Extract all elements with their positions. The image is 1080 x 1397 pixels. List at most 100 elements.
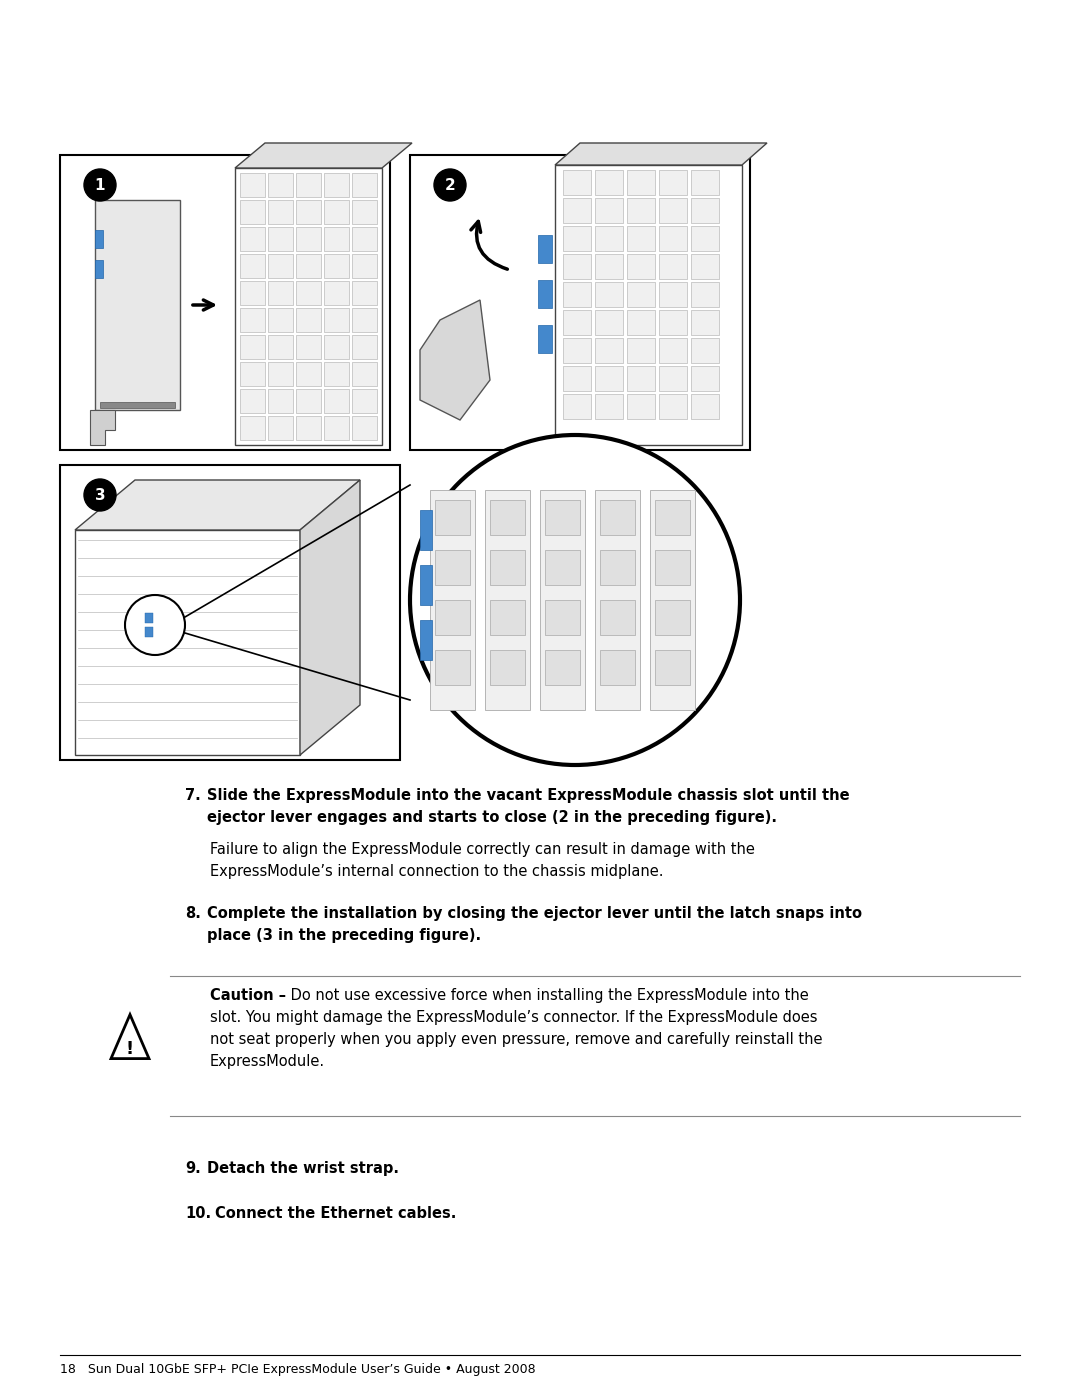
Bar xyxy=(60,155,390,450)
Text: 1: 1 xyxy=(95,177,105,193)
Bar xyxy=(627,282,654,307)
Bar xyxy=(563,226,591,251)
Bar xyxy=(75,529,300,754)
Bar xyxy=(240,307,265,332)
Bar xyxy=(595,170,623,196)
Bar xyxy=(296,362,321,386)
Text: 8.: 8. xyxy=(185,907,201,921)
Polygon shape xyxy=(75,481,360,529)
Bar xyxy=(352,307,377,332)
Bar xyxy=(595,394,623,419)
Bar xyxy=(563,338,591,363)
Polygon shape xyxy=(90,409,114,446)
Bar xyxy=(268,254,293,278)
Bar xyxy=(490,500,525,535)
Bar xyxy=(691,394,719,419)
Bar xyxy=(595,198,623,224)
Bar xyxy=(659,366,687,391)
Bar xyxy=(595,282,623,307)
Bar xyxy=(563,366,591,391)
Bar xyxy=(595,338,623,363)
Bar xyxy=(268,335,293,359)
Bar xyxy=(296,200,321,224)
Bar xyxy=(145,613,153,623)
Bar xyxy=(296,254,321,278)
Bar xyxy=(268,173,293,197)
Bar xyxy=(240,226,265,251)
Bar xyxy=(627,366,654,391)
Bar xyxy=(545,550,580,585)
Bar xyxy=(430,490,475,710)
Bar xyxy=(691,170,719,196)
Bar xyxy=(352,416,377,440)
Bar xyxy=(659,394,687,419)
Bar xyxy=(324,335,349,359)
Bar xyxy=(324,173,349,197)
Bar xyxy=(627,310,654,335)
Text: Connect the Ethernet cables.: Connect the Ethernet cables. xyxy=(215,1206,457,1221)
Bar xyxy=(691,282,719,307)
Bar xyxy=(352,281,377,305)
Bar xyxy=(595,490,640,710)
Bar xyxy=(324,307,349,332)
Bar xyxy=(654,650,690,685)
Text: 3: 3 xyxy=(95,488,106,503)
Bar xyxy=(324,416,349,440)
Text: 18   Sun Dual 10GbE SFP+ PCIe ExpressModule User’s Guide • August 2008: 18 Sun Dual 10GbE SFP+ PCIe ExpressModul… xyxy=(60,1363,536,1376)
Text: not seat properly when you apply even pressure, remove and carefully reinstall t: not seat properly when you apply even pr… xyxy=(210,1032,823,1046)
Bar xyxy=(235,168,382,446)
Bar xyxy=(435,550,470,585)
Bar xyxy=(627,226,654,251)
Bar xyxy=(555,165,742,446)
Bar xyxy=(563,394,591,419)
Text: 7.: 7. xyxy=(185,788,201,803)
Bar xyxy=(324,281,349,305)
Bar xyxy=(296,226,321,251)
Text: !: ! xyxy=(126,1039,134,1058)
Bar xyxy=(352,226,377,251)
Bar xyxy=(268,307,293,332)
Bar xyxy=(240,281,265,305)
Bar xyxy=(659,310,687,335)
Bar xyxy=(490,650,525,685)
Bar xyxy=(240,200,265,224)
Bar xyxy=(296,173,321,197)
Bar xyxy=(659,170,687,196)
Bar xyxy=(659,338,687,363)
Bar xyxy=(627,198,654,224)
Bar xyxy=(691,366,719,391)
Bar xyxy=(324,254,349,278)
Text: ExpressModule’s internal connection to the chassis midplane.: ExpressModule’s internal connection to t… xyxy=(210,863,663,879)
Bar xyxy=(352,173,377,197)
Bar xyxy=(324,388,349,414)
Bar xyxy=(95,231,103,249)
Bar xyxy=(352,335,377,359)
Text: place (3 in the preceding figure).: place (3 in the preceding figure). xyxy=(207,928,481,943)
Bar xyxy=(324,226,349,251)
Bar xyxy=(268,362,293,386)
Text: slot. You might damage the ExpressModule’s connector. If the ExpressModule does: slot. You might damage the ExpressModule… xyxy=(210,1010,818,1025)
Bar xyxy=(485,490,530,710)
Bar xyxy=(563,198,591,224)
Bar xyxy=(420,564,432,605)
Polygon shape xyxy=(420,300,490,420)
Bar xyxy=(240,173,265,197)
Bar xyxy=(600,550,635,585)
Bar xyxy=(296,416,321,440)
Bar xyxy=(627,338,654,363)
Polygon shape xyxy=(555,142,767,165)
Bar xyxy=(268,226,293,251)
Text: Caution –: Caution – xyxy=(210,988,286,1003)
Circle shape xyxy=(434,169,465,201)
Bar xyxy=(435,650,470,685)
Bar xyxy=(563,310,591,335)
Bar xyxy=(659,198,687,224)
Polygon shape xyxy=(235,142,411,168)
Circle shape xyxy=(84,169,116,201)
Text: 9.: 9. xyxy=(185,1161,201,1176)
Bar xyxy=(324,362,349,386)
Bar xyxy=(240,335,265,359)
Bar xyxy=(435,500,470,535)
Bar xyxy=(145,627,153,637)
Bar xyxy=(268,281,293,305)
